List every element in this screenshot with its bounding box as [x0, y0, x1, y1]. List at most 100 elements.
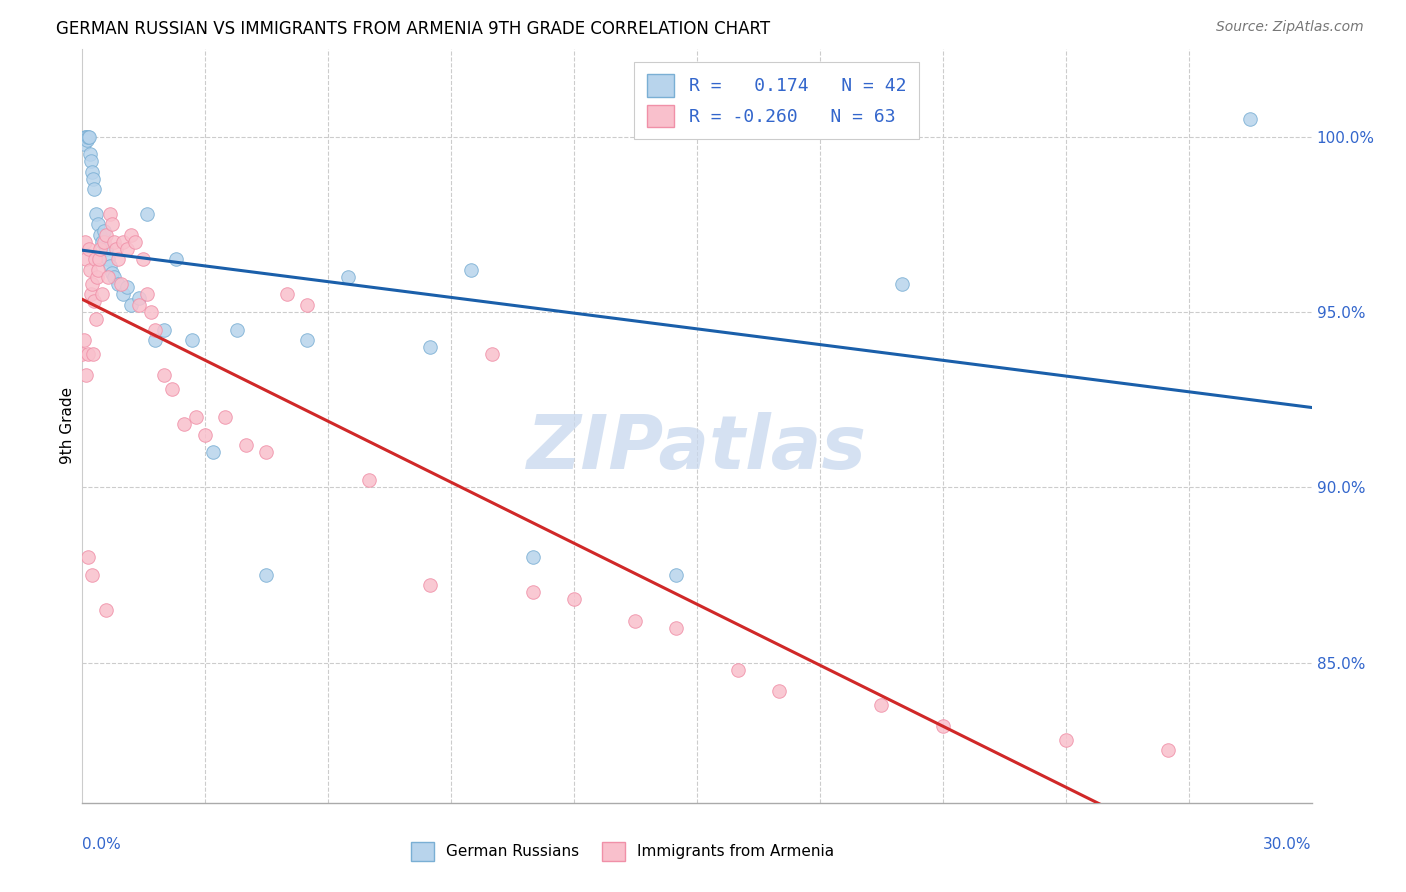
- Point: [152, 368, 174, 383]
- Point: [120, 227, 142, 242]
- Point: [79, 147, 101, 161]
- Point: [128, 298, 150, 312]
- Point: [105, 242, 128, 256]
- Point: [77, 242, 100, 256]
- Point: [93, 235, 115, 249]
- Point: [84, 312, 107, 326]
- Point: [419, 340, 441, 354]
- Point: [72, 347, 94, 361]
- Point: [727, 663, 749, 677]
- Text: 30.0%: 30.0%: [1264, 837, 1312, 852]
- Point: [73, 129, 96, 144]
- Point: [76, 550, 98, 565]
- Point: [931, 719, 953, 733]
- Point: [72, 333, 94, 347]
- Point: [201, 445, 224, 459]
- Point: [103, 235, 125, 249]
- Point: [624, 614, 647, 628]
- Text: 0.0%: 0.0%: [82, 837, 121, 852]
- Point: [77, 129, 100, 144]
- Point: [460, 263, 482, 277]
- Point: [152, 322, 174, 336]
- Point: [87, 218, 110, 232]
- Point: [522, 585, 544, 599]
- Point: [111, 235, 134, 249]
- Point: [186, 410, 208, 425]
- Point: [76, 368, 98, 383]
- Point: [1157, 743, 1180, 757]
- Point: [91, 235, 114, 249]
- Point: [295, 298, 318, 312]
- Point: [80, 568, 103, 582]
- Point: [101, 218, 124, 232]
- Point: [96, 242, 118, 256]
- Point: [80, 277, 103, 291]
- Point: [115, 280, 138, 294]
- Point: [86, 269, 108, 284]
- Point: [214, 410, 236, 425]
- Point: [93, 224, 115, 238]
- Point: [357, 473, 380, 487]
- Point: [96, 603, 118, 617]
- Text: ZIPatlas: ZIPatlas: [527, 412, 866, 485]
- Point: [96, 227, 118, 242]
- Point: [337, 269, 360, 284]
- Text: Source: ZipAtlas.com: Source: ZipAtlas.com: [1216, 20, 1364, 34]
- Point: [419, 578, 441, 592]
- Point: [665, 568, 688, 582]
- Point: [145, 333, 166, 347]
- Point: [124, 235, 146, 249]
- Point: [181, 333, 204, 347]
- Point: [254, 568, 277, 582]
- Point: [111, 287, 134, 301]
- Point: [98, 207, 121, 221]
- Point: [72, 136, 94, 151]
- Point: [295, 333, 318, 347]
- Point: [83, 252, 105, 267]
- Point: [98, 260, 121, 274]
- Point: [107, 252, 129, 267]
- Point: [141, 305, 163, 319]
- Point: [97, 269, 120, 284]
- Point: [79, 263, 101, 277]
- Point: [165, 252, 187, 267]
- Point: [665, 620, 688, 634]
- Point: [890, 277, 912, 291]
- Point: [103, 269, 125, 284]
- Point: [76, 129, 98, 144]
- Point: [89, 242, 111, 256]
- Point: [89, 227, 111, 242]
- Point: [132, 252, 155, 267]
- Point: [107, 277, 129, 291]
- Point: [82, 171, 104, 186]
- Point: [136, 287, 159, 301]
- Point: [173, 417, 195, 432]
- Point: [82, 347, 104, 361]
- Point: [97, 252, 120, 267]
- Point: [76, 347, 98, 361]
- Point: [75, 129, 97, 144]
- Point: [73, 235, 96, 249]
- Point: [276, 287, 298, 301]
- Point: [1239, 112, 1261, 127]
- Point: [110, 277, 132, 291]
- Point: [194, 427, 217, 442]
- Point: [80, 165, 103, 179]
- Point: [87, 252, 110, 267]
- Point: [115, 242, 138, 256]
- Point: [870, 698, 893, 712]
- Point: [768, 683, 790, 698]
- Point: [254, 445, 277, 459]
- Point: [522, 550, 544, 565]
- Point: [83, 182, 105, 196]
- Point: [87, 263, 110, 277]
- Point: [79, 287, 101, 301]
- Point: [160, 382, 183, 396]
- Point: [83, 294, 105, 309]
- Point: [101, 267, 124, 281]
- Point: [136, 207, 159, 221]
- Point: [91, 287, 114, 301]
- Point: [75, 252, 97, 267]
- Point: [1054, 732, 1077, 747]
- Text: GERMAN RUSSIAN VS IMMIGRANTS FROM ARMENIA 9TH GRADE CORRELATION CHART: GERMAN RUSSIAN VS IMMIGRANTS FROM ARMENI…: [56, 20, 770, 37]
